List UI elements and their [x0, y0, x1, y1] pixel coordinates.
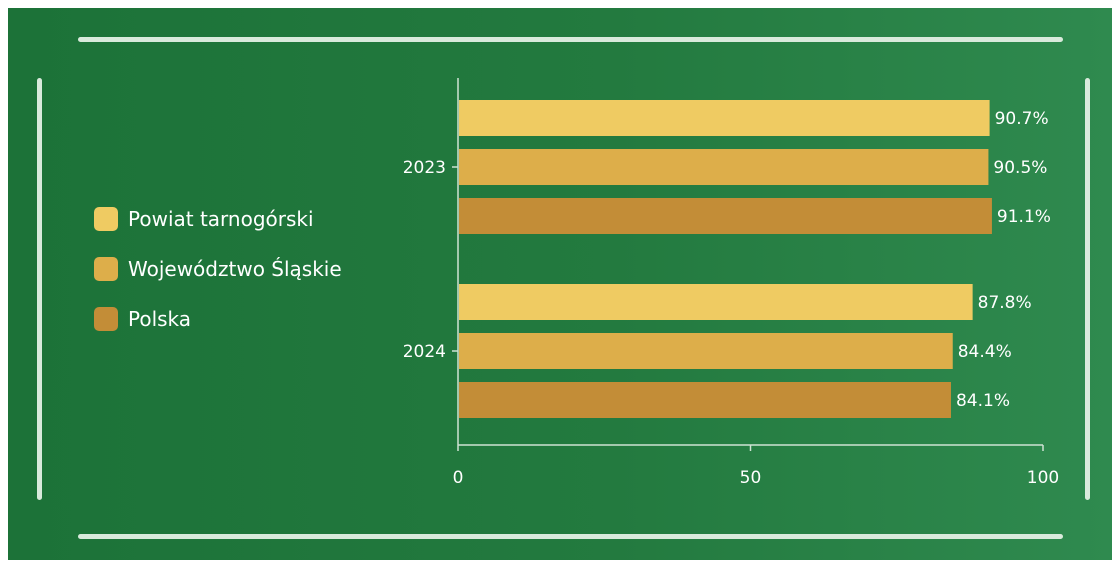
bar-value-label: 87.8% [978, 293, 1032, 313]
bar [459, 100, 990, 136]
legend-item-powiat: Powiat tarnogórski [94, 194, 342, 244]
bar [459, 284, 973, 320]
legend-label: Powiat tarnogórski [128, 207, 314, 231]
bar-chart: 0 50 100 2023 90.7% 90.5% 91.1% 2024 87.8% 84.4% 8… [403, 78, 1059, 488]
legend-item-wojewodztwo: Województwo Śląskie [94, 244, 342, 294]
legend: Powiat tarnogórski Województwo Śląskie P… [94, 194, 342, 344]
category-label: 2023 [403, 158, 446, 178]
bar-value-label: 91.1% [997, 207, 1051, 227]
left-border [37, 78, 42, 500]
category-label: 2024 [403, 342, 446, 362]
legend-label: Polska [128, 307, 192, 331]
right-border [1085, 78, 1090, 500]
bar-value-label: 84.1% [956, 391, 1010, 411]
legend-item-polska: Polska [94, 294, 342, 344]
bar-value-label: 84.4% [958, 342, 1012, 362]
top-divider [78, 37, 1063, 42]
bar [459, 333, 953, 369]
bar [459, 149, 989, 185]
legend-swatch [94, 257, 118, 281]
chart-panel: Powiat tarnogórski Województwo Śląskie P… [8, 8, 1112, 560]
bar [459, 198, 992, 234]
bottom-divider [78, 534, 1063, 539]
x-tick-label: 50 [740, 468, 762, 488]
bar-value-label: 90.5% [993, 158, 1047, 178]
legend-label: Województwo Śląskie [128, 257, 342, 281]
legend-swatch [94, 307, 118, 331]
bar [459, 382, 951, 418]
x-tick-label: 0 [453, 468, 464, 488]
legend-swatch [94, 207, 118, 231]
x-tick-label: 100 [1027, 468, 1059, 488]
bar-value-label: 90.7% [995, 109, 1049, 129]
